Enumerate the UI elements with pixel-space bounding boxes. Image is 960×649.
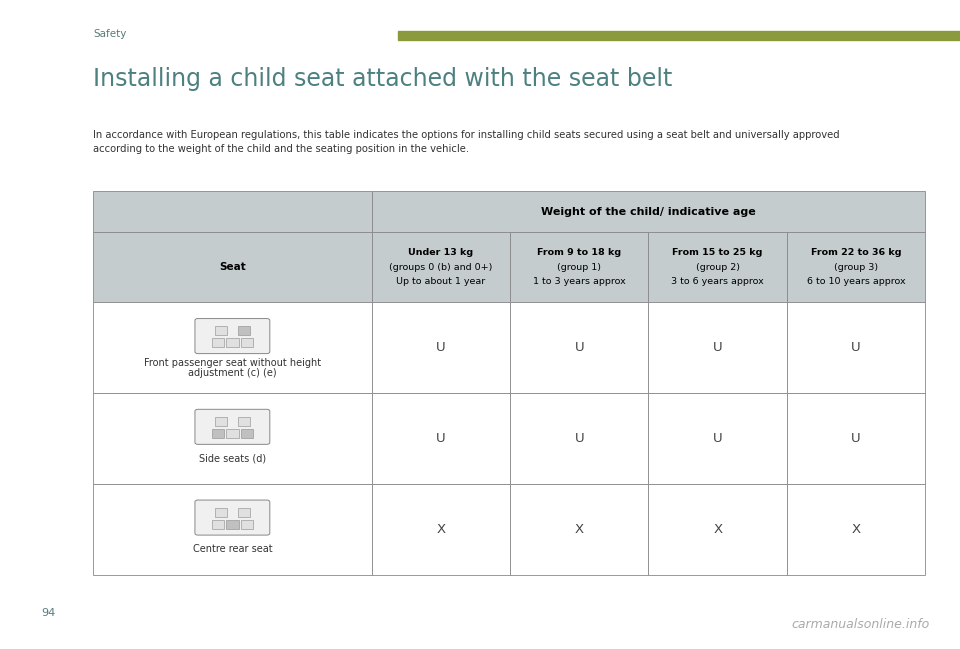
Text: U: U (852, 341, 861, 354)
Text: From 15 to 25 kg: From 15 to 25 kg (673, 249, 763, 257)
Text: Installing a child seat attached with the seat belt: Installing a child seat attached with th… (93, 67, 673, 91)
Text: Seat: Seat (219, 262, 246, 272)
Text: Weight of the child/ indicative age: Weight of the child/ indicative age (541, 206, 756, 217)
Text: according to the weight of the child and the seating position in the vehicle.: according to the weight of the child and… (93, 144, 469, 154)
Text: (group 1): (group 1) (557, 263, 601, 271)
Text: Up to about 1 year: Up to about 1 year (396, 277, 486, 286)
Text: U: U (713, 432, 723, 445)
Text: In accordance with European regulations, this table indicates the options for in: In accordance with European regulations,… (93, 130, 843, 140)
Text: 1 to 3 years approx: 1 to 3 years approx (533, 277, 626, 286)
Text: X: X (575, 523, 584, 536)
Text: Front passenger seat without height: Front passenger seat without height (144, 358, 321, 367)
Text: U: U (436, 341, 445, 354)
Text: (group 2): (group 2) (696, 263, 739, 271)
Text: Safety: Safety (93, 29, 127, 39)
Text: 6 to 10 years approx: 6 to 10 years approx (806, 277, 905, 286)
Text: From 22 to 36 kg: From 22 to 36 kg (811, 249, 901, 257)
Text: (group 3): (group 3) (834, 263, 878, 271)
Text: 3 to 6 years approx: 3 to 6 years approx (671, 277, 764, 286)
Text: (groups 0 (b) and 0+): (groups 0 (b) and 0+) (389, 263, 492, 271)
Text: U: U (713, 341, 723, 354)
Text: X: X (436, 523, 445, 536)
Text: Centre rear seat: Centre rear seat (193, 545, 273, 554)
Text: U: U (574, 341, 584, 354)
Text: Under 13 kg: Under 13 kg (408, 249, 473, 257)
Text: U: U (852, 432, 861, 445)
Text: X: X (852, 523, 861, 536)
Text: Side seats (d): Side seats (d) (199, 454, 266, 463)
Text: U: U (436, 432, 445, 445)
Text: carmanualsonline.info: carmanualsonline.info (791, 618, 929, 631)
Text: X: X (713, 523, 722, 536)
Text: adjustment (c) (e): adjustment (c) (e) (188, 368, 276, 378)
Text: From 9 to 18 kg: From 9 to 18 kg (538, 249, 621, 257)
Text: U: U (574, 432, 584, 445)
Text: 94: 94 (41, 608, 56, 618)
